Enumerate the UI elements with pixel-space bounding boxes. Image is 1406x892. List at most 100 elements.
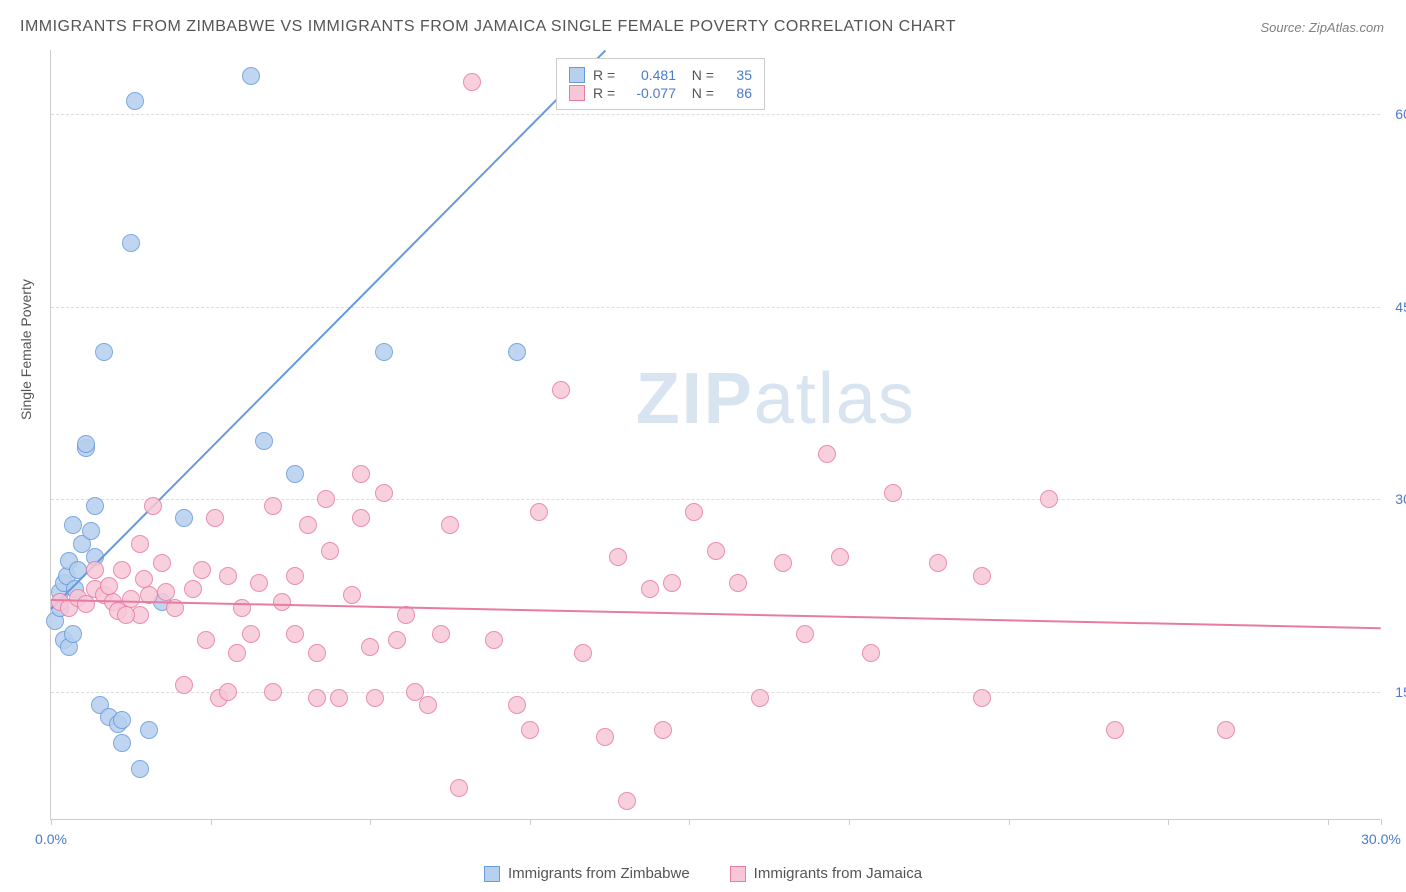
trend-line: [50, 50, 606, 610]
data-point: [100, 577, 118, 595]
stats-swatch: [569, 85, 585, 101]
data-point: [86, 561, 104, 579]
data-point: [197, 631, 215, 649]
data-point: [153, 554, 171, 572]
data-point: [206, 509, 224, 527]
x-tick: [1328, 819, 1329, 825]
data-point: [751, 689, 769, 707]
data-point: [193, 561, 211, 579]
data-point: [77, 435, 95, 453]
plot-region: ZIPatlas 15.0%30.0%45.0%60.0%0.0%30.0%R …: [50, 50, 1380, 820]
data-point: [343, 586, 361, 604]
data-point: [774, 554, 792, 572]
stats-r-value: 0.481: [626, 67, 676, 83]
data-point: [973, 689, 991, 707]
x-tick: [370, 819, 371, 825]
x-tick: [530, 819, 531, 825]
data-point: [831, 548, 849, 566]
data-point: [641, 580, 659, 598]
y-tick-label: 30.0%: [1395, 491, 1406, 507]
data-point: [219, 567, 237, 585]
data-point: [609, 548, 627, 566]
stats-n-value: 86: [722, 85, 752, 101]
data-point: [375, 343, 393, 361]
data-point: [86, 497, 104, 515]
legend-swatch-jamaica: [730, 866, 746, 882]
x-tick: [1009, 819, 1010, 825]
data-point: [419, 696, 437, 714]
data-point: [361, 638, 379, 656]
stats-row: R =0.481 N =35: [569, 67, 752, 83]
data-point: [321, 542, 339, 560]
data-point: [308, 644, 326, 662]
x-tick-label-last: 30.0%: [1361, 831, 1401, 847]
legend-item-zimbabwe: Immigrants from Zimbabwe: [484, 865, 690, 882]
x-tick: [51, 819, 52, 825]
stats-r-value: -0.077: [626, 85, 676, 101]
y-axis-label: Single Female Poverty: [18, 279, 34, 420]
data-point: [596, 728, 614, 746]
legend-label-jamaica: Immigrants from Jamaica: [754, 865, 922, 882]
chart-area: ZIPatlas 15.0%30.0%45.0%60.0%0.0%30.0%R …: [50, 50, 1380, 820]
x-tick: [1381, 819, 1382, 825]
data-point: [552, 381, 570, 399]
data-point: [242, 625, 260, 643]
data-point: [308, 689, 326, 707]
x-tick: [689, 819, 690, 825]
data-point: [685, 503, 703, 521]
data-point: [508, 343, 526, 361]
data-point: [144, 497, 162, 515]
data-point: [366, 689, 384, 707]
legend-label-zimbabwe: Immigrants from Zimbabwe: [508, 865, 690, 882]
data-point: [157, 583, 175, 601]
stats-r-label: R =: [593, 85, 618, 101]
data-point: [175, 676, 193, 694]
data-point: [707, 542, 725, 560]
data-point: [219, 683, 237, 701]
data-point: [122, 234, 140, 252]
data-point: [131, 535, 149, 553]
data-point: [441, 516, 459, 534]
data-point: [135, 570, 153, 588]
data-point: [1040, 490, 1058, 508]
data-point: [64, 625, 82, 643]
data-point: [184, 580, 202, 598]
data-point: [973, 567, 991, 585]
data-point: [463, 73, 481, 91]
data-point: [375, 484, 393, 502]
data-point: [113, 734, 131, 752]
data-point: [352, 465, 370, 483]
stats-n-label: N =: [684, 67, 714, 83]
data-point: [82, 522, 100, 540]
data-point: [432, 625, 450, 643]
data-point: [729, 574, 747, 592]
data-point: [929, 554, 947, 572]
data-point: [64, 516, 82, 534]
stats-swatch: [569, 67, 585, 83]
data-point: [255, 432, 273, 450]
watermark-rest: atlas: [754, 359, 916, 439]
data-point: [113, 711, 131, 729]
data-point: [618, 792, 636, 810]
data-point: [508, 696, 526, 714]
gridline: [51, 307, 1380, 308]
data-point: [264, 683, 282, 701]
data-point: [273, 593, 291, 611]
y-tick-label: 15.0%: [1395, 684, 1406, 700]
data-point: [1106, 721, 1124, 739]
data-point: [250, 574, 268, 592]
data-point: [654, 721, 672, 739]
data-point: [388, 631, 406, 649]
data-point: [299, 516, 317, 534]
data-point: [175, 509, 193, 527]
data-point: [131, 760, 149, 778]
legend-item-jamaica: Immigrants from Jamaica: [730, 865, 922, 882]
x-tick: [1168, 819, 1169, 825]
data-point: [352, 509, 370, 527]
data-point: [117, 606, 135, 624]
data-point: [140, 721, 158, 739]
watermark: ZIPatlas: [636, 358, 916, 440]
data-point: [286, 567, 304, 585]
data-point: [521, 721, 539, 739]
data-point: [113, 561, 131, 579]
